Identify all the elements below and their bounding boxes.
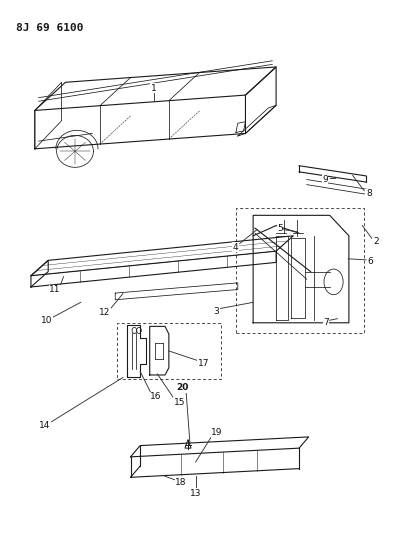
Text: 19: 19 bbox=[211, 429, 223, 437]
Text: 3: 3 bbox=[213, 307, 219, 316]
Text: 5: 5 bbox=[277, 224, 283, 232]
Text: 18: 18 bbox=[176, 478, 187, 487]
Text: 14: 14 bbox=[40, 421, 51, 430]
Text: 13: 13 bbox=[190, 489, 201, 498]
Text: 16: 16 bbox=[150, 392, 161, 401]
Text: 4: 4 bbox=[233, 243, 238, 252]
Text: 2: 2 bbox=[373, 237, 379, 246]
Text: 8J 69 6100: 8J 69 6100 bbox=[16, 23, 83, 34]
Text: 11: 11 bbox=[49, 285, 61, 294]
Text: 7: 7 bbox=[323, 318, 329, 327]
Text: 1: 1 bbox=[151, 84, 156, 93]
Text: 12: 12 bbox=[99, 308, 110, 317]
Text: 8: 8 bbox=[366, 189, 372, 198]
Text: 17: 17 bbox=[198, 359, 209, 368]
Text: 15: 15 bbox=[174, 398, 185, 407]
Text: 10: 10 bbox=[41, 316, 53, 325]
Text: 9: 9 bbox=[322, 175, 328, 184]
Text: 6: 6 bbox=[368, 257, 373, 266]
Text: 20: 20 bbox=[176, 383, 188, 392]
